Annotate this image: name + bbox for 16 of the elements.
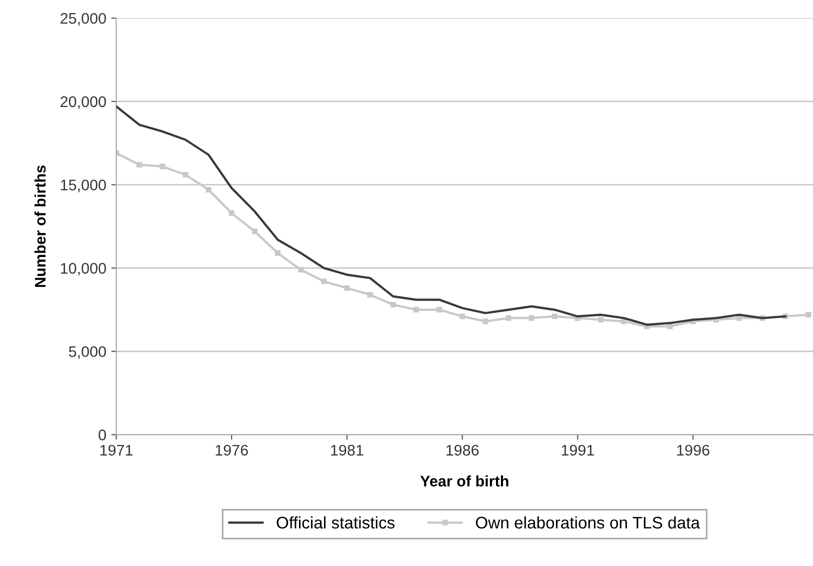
y-tick-label: 0: [98, 430, 106, 440]
legend-label: Own elaborations on TLS data: [476, 516, 700, 529]
x-tick-label: 1991: [562, 444, 594, 456]
y-axis-title: Number of births: [34, 165, 46, 287]
y-tick-label: 5,000: [68, 346, 106, 359]
x-axis-title: Year of birth: [420, 475, 508, 487]
y-tick-label: 15,000: [60, 180, 106, 192]
x-tick-label: 1976: [216, 444, 248, 456]
x-tick-label: 1981: [331, 444, 364, 456]
y-tick-label: 10,000: [60, 262, 106, 276]
legend-label: Official statistics: [276, 516, 395, 529]
y-tick-label: 20,000: [60, 96, 106, 109]
x-tick-label: 1996: [677, 444, 710, 456]
x-tick-label: 1971: [100, 444, 133, 456]
x-tick-label: 1986: [446, 444, 479, 456]
y-tick-label: 25,000: [60, 12, 106, 26]
